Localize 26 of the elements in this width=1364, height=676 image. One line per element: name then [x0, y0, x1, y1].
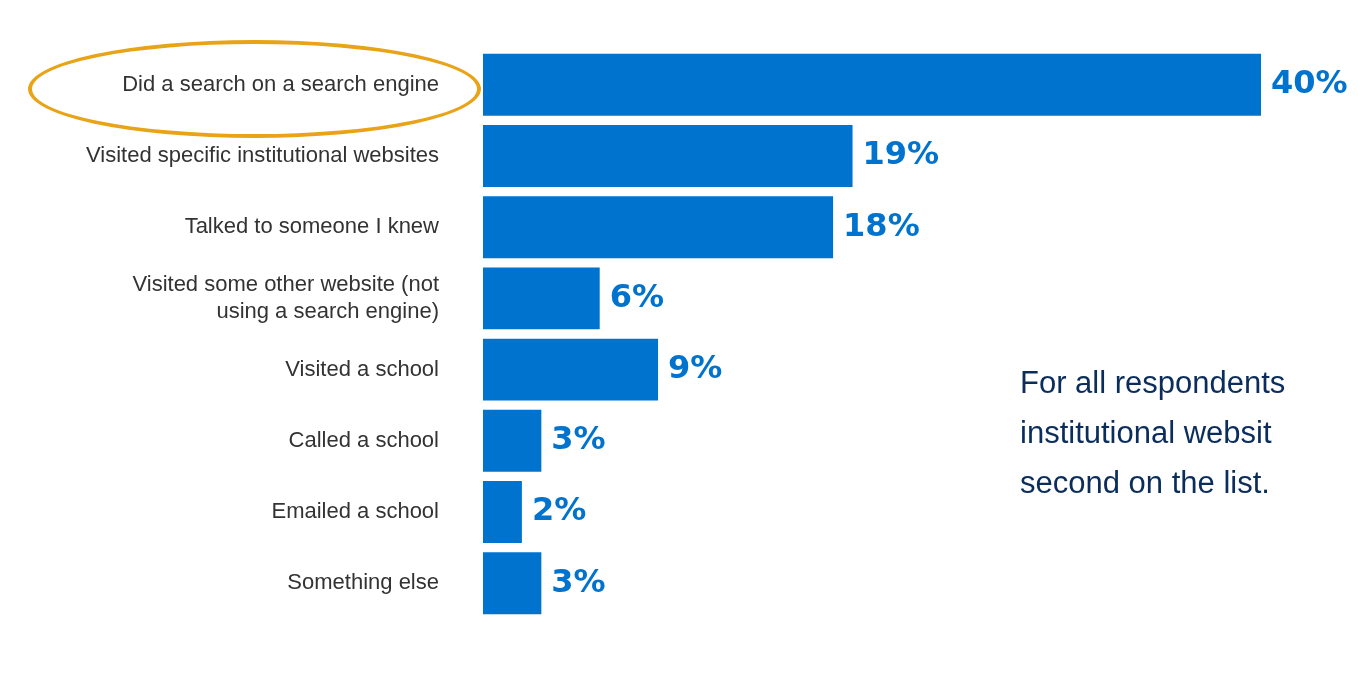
data-label: 2%: [531, 490, 587, 529]
data-label: 6%: [609, 276, 665, 315]
y-tick-label: Visited a school: [285, 355, 439, 381]
y-tick-label: Talked to someone I knew: [184, 213, 440, 239]
bar: [483, 267, 600, 330]
bar: [483, 125, 853, 187]
bar: [483, 552, 542, 615]
y-tick-label: Something else: [287, 569, 439, 595]
data-label: 19%: [862, 134, 940, 173]
bar: [483, 409, 542, 472]
data-label: 3%: [551, 561, 606, 600]
data-label: 40%: [1271, 63, 1348, 102]
annotation: second on the list.: [1020, 464, 1271, 502]
data-label: 9%: [668, 347, 723, 386]
bar: [483, 481, 522, 543]
data-label: 3%: [551, 419, 606, 458]
y-tick-label: Visited some other website (not using a search engine): [132, 271, 439, 323]
y-tick-label: Emailed a school: [271, 498, 439, 524]
bar: [483, 338, 659, 401]
annotation: For all respondents: [1020, 364, 1286, 402]
bar: [483, 196, 834, 259]
y-tick-label: Did a search on a search engine: [122, 70, 439, 96]
y-tick-label: Called a school: [288, 426, 439, 452]
annotation: institutional websit: [1020, 414, 1273, 452]
data-label: 18%: [843, 205, 920, 244]
y-tick-label: Visited specific institutional websites: [86, 142, 439, 168]
